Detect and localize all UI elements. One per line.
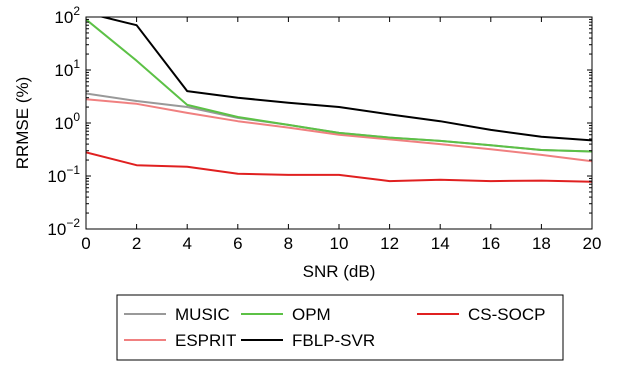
x-tick-label: 18 — [532, 234, 551, 253]
y-tick-label: 101 — [54, 57, 80, 80]
series-line-fblp-svr — [98, 17, 592, 142]
y-tick-label: 10−2 — [47, 216, 80, 239]
legend-label-esprit: ESPRIT — [175, 331, 236, 350]
x-tick-label: 20 — [583, 234, 602, 253]
x-axis-label: SNR (dB) — [303, 262, 376, 281]
x-tick-label: 2 — [132, 234, 141, 253]
series-line-cs-socp — [86, 151, 592, 183]
series-line-music — [86, 92, 592, 153]
y-tick-label: 100 — [54, 110, 80, 133]
x-tick-label: 6 — [233, 234, 242, 253]
legend-label-music: MUSIC — [175, 305, 230, 324]
x-tick-label: 12 — [380, 234, 399, 253]
ticks-layer: 0 2 4 6 8 10 12 14 16 18 20 10−2 10−1 100 101 102 — [47, 4, 601, 253]
x-tick-label: 0 — [81, 234, 90, 253]
legend-label-fblp-svr: FBLP-SVR — [292, 331, 375, 350]
plot-area-frame — [85, 16, 593, 230]
series-line-esprit — [86, 98, 592, 163]
legend: MUSIC ESPRIT OPM FBLP-SVR CS-SOCP — [116, 294, 564, 361]
legend-label-cs-socp: CS-SOCP — [468, 305, 545, 324]
x-tick-label: 4 — [182, 234, 191, 253]
legend-box — [116, 294, 564, 361]
y-tick-label: 102 — [54, 4, 80, 27]
y-axis-label: RRMSE (%) — [13, 77, 32, 170]
y-tick-label: 10−1 — [47, 163, 80, 186]
x-tick-label: 14 — [431, 234, 450, 253]
series-line-opm — [86, 18, 592, 153]
legend-label-opm: OPM — [292, 305, 331, 324]
x-tick-label: 8 — [284, 234, 293, 253]
x-tick-label: 16 — [481, 234, 500, 253]
series-layer — [86, 17, 592, 183]
x-tick-label: 10 — [330, 234, 349, 253]
